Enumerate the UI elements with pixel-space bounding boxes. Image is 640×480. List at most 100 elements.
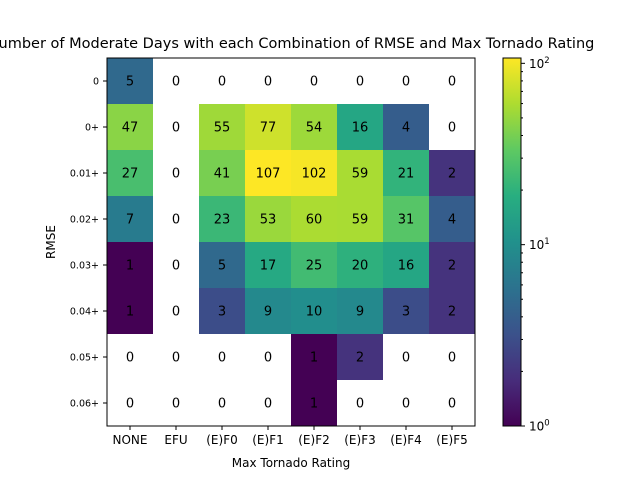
heatmap-cell bbox=[383, 150, 429, 196]
cell-value-label: 0 bbox=[126, 351, 134, 366]
y-tick-label: 0.02+ bbox=[70, 215, 99, 226]
cell-value-label: 5 bbox=[218, 259, 226, 274]
cell-value-label: 25 bbox=[306, 259, 323, 274]
heatmap-cell bbox=[107, 380, 153, 426]
heatmap-cell bbox=[199, 150, 245, 196]
heatmap-cell bbox=[291, 288, 337, 334]
y-axis-ticks: 0 0+ 0.01+ 0.02+ 0.03+ 0.04+ 0.05+ 0.06+ bbox=[70, 77, 107, 410]
heatmap-cell bbox=[245, 150, 291, 196]
heatmap-cell bbox=[429, 104, 475, 150]
heatmap-cell bbox=[199, 104, 245, 150]
heatmap-cell bbox=[245, 104, 291, 150]
heatmap-cell bbox=[153, 380, 199, 426]
cell-value-label: 4 bbox=[448, 213, 456, 228]
colorbar-ticks: 100 101 102 bbox=[521, 56, 550, 434]
heatmap-cell-labels: 5 0 0 0 0 0 0 047 0 55 77 54 16 4 027 0 41 107 102 59 21 27 0 2… bbox=[122, 75, 456, 412]
cell-value-label: 5 bbox=[126, 75, 134, 90]
cell-value-label: 0 bbox=[310, 75, 318, 90]
heatmap-cell bbox=[153, 58, 199, 104]
heatmap-cell bbox=[291, 58, 337, 104]
heatmap-cell bbox=[107, 150, 153, 196]
cell-value-label: 47 bbox=[122, 121, 139, 136]
cell-value-label: 54 bbox=[306, 121, 323, 136]
heatmap-cell bbox=[429, 150, 475, 196]
cell-value-label: 1 bbox=[310, 351, 318, 366]
cell-value-label: 9 bbox=[356, 305, 364, 320]
heatmap-cell bbox=[107, 288, 153, 334]
heatmap-cell bbox=[107, 334, 153, 380]
cell-value-label: 0 bbox=[264, 397, 272, 412]
heatmap-cell bbox=[429, 196, 475, 242]
cell-value-label: 0 bbox=[402, 397, 410, 412]
heatmap-cell bbox=[291, 150, 337, 196]
heatmap-cell bbox=[245, 288, 291, 334]
cell-value-label: 0 bbox=[356, 397, 364, 412]
cell-value-label: 2 bbox=[356, 351, 364, 366]
x-tick-label: EFU bbox=[164, 433, 187, 447]
cell-value-label: 16 bbox=[352, 121, 369, 136]
cell-value-label: 0 bbox=[218, 351, 226, 366]
heatmap-cell bbox=[337, 242, 383, 288]
x-tick-label: (E)F1 bbox=[252, 433, 283, 447]
cell-value-label: 2 bbox=[448, 259, 456, 274]
heatmap-cell bbox=[291, 242, 337, 288]
cell-value-label: 0 bbox=[402, 351, 410, 366]
cell-value-label: 0 bbox=[264, 351, 272, 366]
x-tick-label: (E)F4 bbox=[390, 433, 421, 447]
heatmap-cell bbox=[429, 242, 475, 288]
cell-value-label: 21 bbox=[398, 167, 415, 182]
y-tick-label: 0.04+ bbox=[70, 307, 99, 318]
cell-value-label: 0 bbox=[448, 351, 456, 366]
heatmap-cell bbox=[429, 380, 475, 426]
cell-value-label: 0 bbox=[126, 397, 134, 412]
heatmap-cell bbox=[153, 150, 199, 196]
heatmap-cell bbox=[153, 288, 199, 334]
cell-value-label: 2 bbox=[448, 305, 456, 320]
heatmap-cell bbox=[429, 334, 475, 380]
cell-value-label: 107 bbox=[256, 167, 281, 182]
x-axis-ticks: NONE EFU (E)F0 (E)F1 (E)F2 (E)F3 (E)F4 (E)F5 bbox=[113, 426, 468, 447]
cell-value-label: 0 bbox=[218, 75, 226, 90]
cell-value-label: 2 bbox=[448, 167, 456, 182]
heatmap-cell bbox=[337, 196, 383, 242]
cell-value-label: 17 bbox=[260, 259, 277, 274]
cell-value-label: 10 bbox=[306, 305, 323, 320]
cell-value-label: 16 bbox=[398, 259, 415, 274]
heatmap-cell bbox=[291, 334, 337, 380]
heatmap-cell bbox=[245, 242, 291, 288]
heatmap-cell bbox=[153, 196, 199, 242]
heatmap-cell bbox=[199, 58, 245, 104]
cell-value-label: 60 bbox=[306, 213, 323, 228]
cell-value-label: 59 bbox=[352, 213, 369, 228]
heatmap-cell bbox=[337, 288, 383, 334]
y-tick-label: 0+ bbox=[85, 123, 99, 134]
heatmap-cell bbox=[245, 380, 291, 426]
cell-value-label: 55 bbox=[214, 121, 231, 136]
heatmap-cell bbox=[199, 334, 245, 380]
heatmap-cell bbox=[199, 380, 245, 426]
x-axis-label: Max Tornado Rating bbox=[232, 456, 350, 470]
heatmap-cell bbox=[383, 196, 429, 242]
cell-value-label: 0 bbox=[172, 75, 180, 90]
cell-value-label: 3 bbox=[402, 305, 410, 320]
x-tick-label: (E)F3 bbox=[344, 433, 375, 447]
cell-value-label: 0 bbox=[448, 75, 456, 90]
heatmap-cell bbox=[337, 150, 383, 196]
x-tick-label: (E)F0 bbox=[206, 433, 237, 447]
heatmap-cell bbox=[383, 58, 429, 104]
cell-value-label: 3 bbox=[218, 305, 226, 320]
cell-value-label: 0 bbox=[172, 351, 180, 366]
heatmap-cell bbox=[107, 242, 153, 288]
heatmap-cell bbox=[291, 104, 337, 150]
cell-value-label: 23 bbox=[214, 213, 231, 228]
heatmap-cell bbox=[199, 242, 245, 288]
heatmap-cell bbox=[429, 288, 475, 334]
heatmap-cell bbox=[291, 196, 337, 242]
cell-value-label: 102 bbox=[302, 167, 327, 182]
cell-value-label: 41 bbox=[214, 167, 231, 182]
y-tick-label: 0.06+ bbox=[70, 399, 99, 410]
colorbar bbox=[502, 57, 522, 427]
heatmap-cell bbox=[383, 380, 429, 426]
cell-value-label: 0 bbox=[264, 75, 272, 90]
cell-value-label: 0 bbox=[172, 213, 180, 228]
